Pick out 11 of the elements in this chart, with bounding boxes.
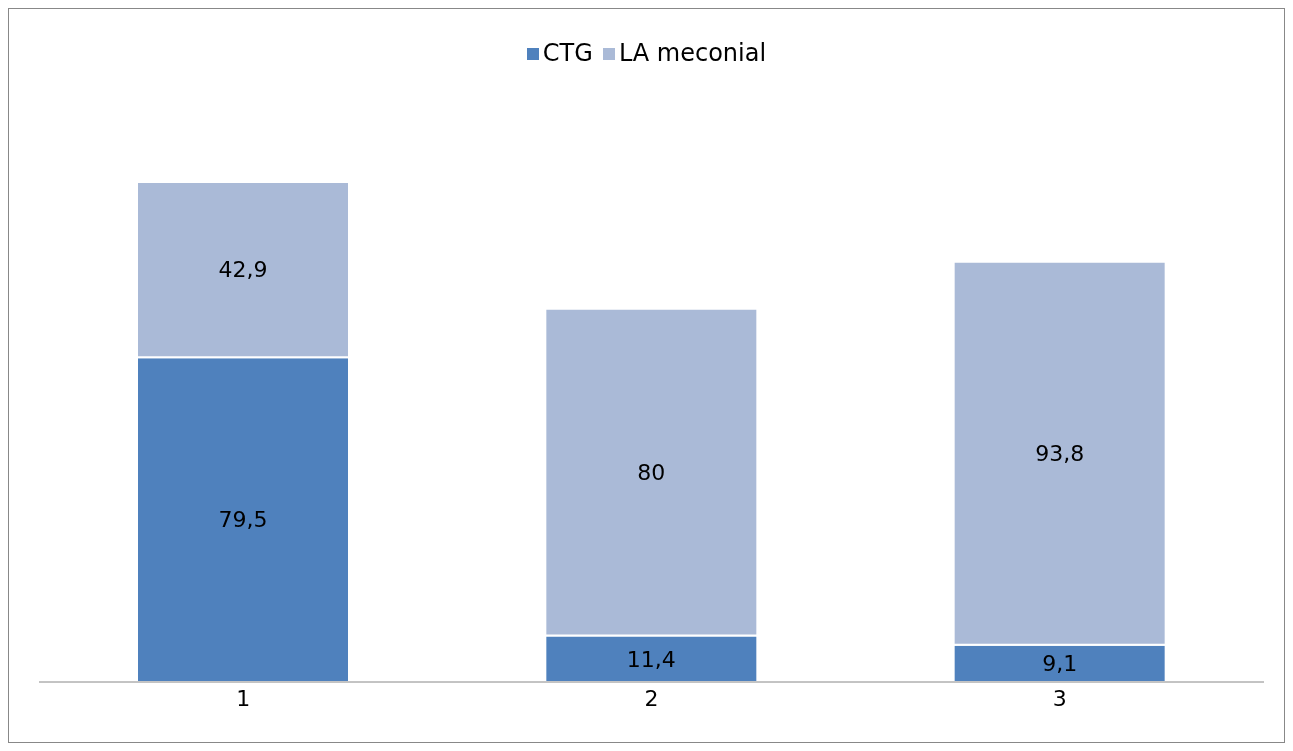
legend-label: CTG (542, 39, 593, 67)
data-label: 42,9 (218, 257, 268, 283)
legend-label: LA meconial (618, 39, 767, 67)
data-label: 80 (637, 459, 666, 485)
x-tick-label: 1 (236, 685, 251, 711)
data-label: 11,4 (626, 646, 676, 672)
data-label: 93,8 (1035, 441, 1085, 467)
x-tick-label: 3 (1052, 685, 1067, 711)
data-label: 79,5 (218, 507, 268, 533)
x-tick-label: 2 (644, 685, 659, 711)
data-label: 9,1 (1042, 651, 1078, 677)
